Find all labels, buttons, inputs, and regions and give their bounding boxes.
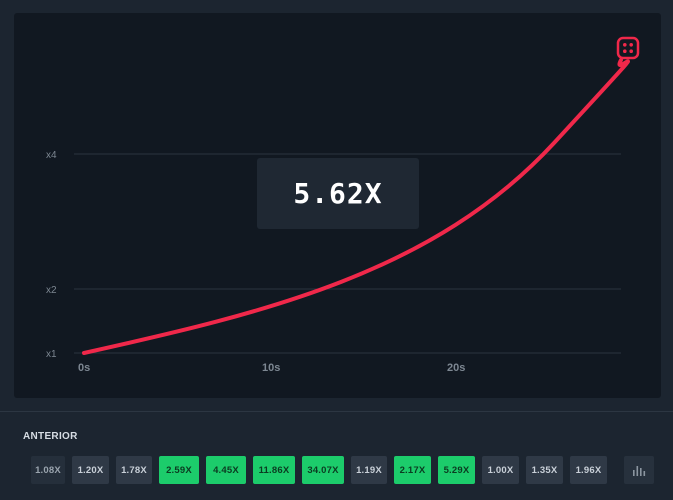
- history-chip[interactable]: 4.45X: [206, 456, 246, 484]
- multiplier-curve: [82, 58, 630, 355]
- multiplier-display: 5.62X: [257, 158, 419, 229]
- history-chip[interactable]: 1.35X: [526, 456, 563, 484]
- history-chip[interactable]: 1.78X: [116, 456, 152, 484]
- section-divider: [0, 411, 673, 412]
- history-chip[interactable]: 1.96X: [570, 456, 607, 484]
- history-chip[interactable]: 1.08X: [31, 456, 65, 484]
- crash-graph: x4 x2 x1 0s 10s 20s: [46, 36, 640, 374]
- history-list: 1.08X 1.20X 1.78X 2.59X 4.45X 11.86X 34.07X 1.1…: [31, 455, 654, 485]
- history-chip[interactable]: 11.86X: [253, 456, 295, 484]
- history-title: ANTERIOR: [23, 431, 78, 442]
- history-chip[interactable]: 2.59X: [159, 456, 199, 484]
- history-chip[interactable]: 1.00X: [482, 456, 519, 484]
- dice-marker-icon: [616, 36, 640, 60]
- x-label-20s: 20s: [447, 362, 465, 374]
- y-label-x4: x4: [46, 150, 57, 161]
- history-chip[interactable]: 34.07X: [302, 456, 344, 484]
- y-label-x1: x1: [46, 349, 57, 360]
- stats-button[interactable]: [624, 456, 654, 484]
- history-chip[interactable]: 2.17X: [394, 456, 431, 484]
- current-multiplier: 5.62X: [293, 177, 383, 210]
- crash-graph-panel: x4 x2 x1 0s 10s 20s 5.62X: [14, 13, 661, 398]
- bar-chart-icon: [633, 466, 646, 476]
- history-chip[interactable]: 1.19X: [351, 456, 387, 484]
- y-label-x2: x2: [46, 285, 57, 296]
- x-label-0s: 0s: [78, 362, 90, 374]
- history-chip[interactable]: 5.29X: [438, 456, 475, 484]
- history-chip[interactable]: 1.20X: [72, 456, 109, 484]
- x-label-10s: 10s: [262, 362, 280, 374]
